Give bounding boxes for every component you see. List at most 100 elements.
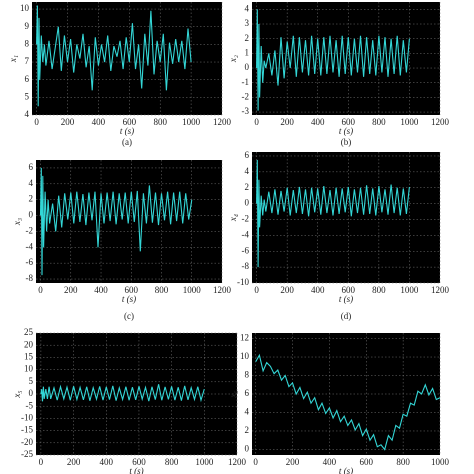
data-line — [36, 5, 192, 107]
y-tick-label: 0 — [29, 388, 34, 398]
y-tick-label: -4 — [242, 229, 250, 239]
y-tick-label: 7 — [25, 56, 30, 66]
y-tick-label: -4 — [26, 241, 34, 251]
x-tick-label: 0 — [39, 457, 44, 467]
x-axis-label: t (s) — [122, 294, 136, 304]
y-tick-label: 4 — [245, 407, 250, 417]
y-tick-label: 10 — [24, 364, 34, 374]
data-line — [256, 159, 410, 268]
x-tick-label: 600 — [132, 457, 146, 467]
y-tick-label: 0 — [245, 444, 250, 454]
data-line — [255, 353, 441, 451]
x-tick-label: 0 — [254, 117, 259, 127]
x-tick-label: 0 — [254, 285, 259, 295]
x-tick-label: 800 — [155, 285, 169, 295]
x-tick-label: 400 — [100, 457, 114, 467]
x-axis-label: t (s) — [339, 294, 353, 304]
y-tick-label: 8 — [245, 370, 250, 380]
y-tick-label: 10 — [20, 3, 30, 13]
y-tick-label: -2 — [242, 91, 250, 101]
y-tick-label: -3 — [242, 106, 250, 116]
x-tick-label: 200 — [286, 457, 300, 467]
x-tick-label: 800 — [372, 285, 386, 295]
y-tick-label: -2 — [242, 214, 250, 224]
y-tick-label: -8 — [242, 261, 250, 271]
plot-area — [252, 152, 440, 283]
y-axis-label: x₅ — [12, 390, 22, 398]
x-tick-label: 200 — [64, 285, 78, 295]
panel-label: (c) — [124, 311, 134, 321]
y-tick-label: 5 — [25, 91, 30, 101]
y-tick-label: -2 — [26, 225, 34, 235]
y-tick-label: 2 — [245, 33, 250, 43]
y-tick-label: -5 — [26, 400, 34, 410]
x-axis-label: t (s) — [120, 126, 134, 136]
y-axis-label: x₄ — [228, 214, 238, 222]
panel-label: (a) — [122, 137, 132, 147]
y-tick-label: 4 — [25, 109, 30, 119]
y-tick-label: 20 — [24, 339, 34, 349]
x-tick-label: 800 — [165, 457, 179, 467]
data-line — [256, 9, 410, 111]
x-tick-label: 1000 — [183, 285, 202, 295]
x-axis-label: t (s) — [339, 126, 353, 136]
x-tick-label: 1200 — [213, 285, 232, 295]
y-tick-label: -10 — [237, 277, 249, 287]
y-tick-label: 8 — [25, 38, 30, 48]
y-axis-label: x₆ — [228, 390, 238, 398]
y-tick-label: 6 — [29, 162, 34, 172]
x-tick-label: 600 — [342, 285, 356, 295]
y-tick-label: 9 — [25, 21, 30, 31]
x-tick-label: 400 — [323, 457, 337, 467]
y-tick-label: -6 — [242, 245, 250, 255]
y-tick-label: 2 — [29, 194, 34, 204]
y-tick-label: 2 — [245, 425, 250, 435]
data-line — [39, 167, 193, 276]
x-tick-label: 800 — [372, 117, 386, 127]
y-tick-label: 25 — [24, 327, 34, 337]
x-tick-label: 400 — [311, 117, 325, 127]
y-tick-label: 1 — [245, 47, 250, 57]
x-tick-label: 400 — [94, 285, 108, 295]
x-tick-label: 1000 — [400, 117, 419, 127]
y-tick-label: -8 — [26, 273, 34, 283]
x-tick-label: 1200 — [228, 457, 247, 467]
x-tick-label: 600 — [342, 117, 356, 127]
y-tick-label: -1 — [242, 77, 250, 87]
plot-area — [36, 160, 222, 283]
x-tick-label: 200 — [280, 285, 294, 295]
y-tick-label: -20 — [21, 437, 33, 447]
y-tick-label: 0 — [29, 210, 34, 220]
y-tick-label: 10 — [240, 351, 250, 361]
x-tick-label: 400 — [92, 117, 106, 127]
y-axis-label: x₁ — [8, 55, 18, 63]
y-axis-label: x₂ — [228, 55, 238, 63]
y-tick-label: -10 — [21, 412, 33, 422]
y-tick-label: 2 — [245, 182, 250, 192]
x-tick-label: 1200 — [431, 285, 450, 295]
y-tick-label: 0 — [245, 198, 250, 208]
x-axis-label: t (s) — [129, 466, 143, 474]
y-tick-label: 12 — [240, 333, 249, 343]
y-tick-label: -15 — [21, 425, 33, 435]
plot-area — [252, 333, 440, 455]
y-tick-label: 6 — [245, 150, 250, 160]
x-tick-label: 200 — [61, 117, 75, 127]
x-tick-label: 0 — [34, 117, 39, 127]
x-tick-label: 800 — [396, 457, 410, 467]
x-tick-label: 0 — [253, 457, 258, 467]
x-tick-label: 1200 — [213, 117, 232, 127]
y-tick-label: 6 — [25, 74, 30, 84]
y-tick-label: -25 — [21, 449, 33, 459]
x-tick-label: 0 — [38, 285, 43, 295]
y-tick-label: 5 — [29, 376, 34, 386]
y-tick-label: -6 — [26, 257, 34, 267]
y-axis-label: x₃ — [12, 218, 22, 226]
y-tick-label: 4 — [29, 178, 34, 188]
y-tick-label: 4 — [245, 166, 250, 176]
x-tick-label: 600 — [125, 285, 139, 295]
panel-label: (d) — [341, 311, 352, 321]
x-tick-label: 1000 — [182, 117, 201, 127]
y-tick-label: 0 — [245, 62, 250, 72]
